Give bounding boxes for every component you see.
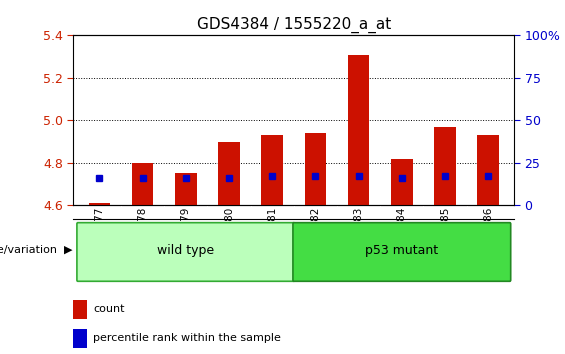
Text: percentile rank within the sample: percentile rank within the sample [93,333,281,343]
FancyBboxPatch shape [77,223,295,281]
Text: GSM671378: GSM671378 [138,206,147,270]
FancyBboxPatch shape [293,223,511,281]
Bar [73,329,86,348]
Bar [89,203,110,205]
Text: genotype/variation  ▶: genotype/variation ▶ [0,245,72,255]
Bar [305,133,326,205]
Text: GSM671385: GSM671385 [440,206,450,270]
Bar [175,173,197,205]
Text: GSM671379: GSM671379 [181,206,191,270]
Bar [391,159,412,205]
Bar [132,163,153,205]
Text: count: count [93,304,125,314]
Text: GSM671377: GSM671377 [94,206,105,270]
Bar [218,142,240,205]
Bar [348,55,370,205]
Text: GSM671382: GSM671382 [310,206,320,270]
Title: GDS4384 / 1555220_a_at: GDS4384 / 1555220_a_at [197,16,391,33]
Text: GSM671381: GSM671381 [267,206,277,270]
Text: GSM671380: GSM671380 [224,206,234,270]
Text: wild type: wild type [157,244,214,257]
Bar [477,135,499,205]
Text: p53 mutant: p53 mutant [365,244,438,257]
Text: GSM671384: GSM671384 [397,206,407,270]
Bar [434,127,456,205]
Bar [73,300,86,319]
Bar [262,135,283,205]
Text: GSM671383: GSM671383 [354,206,364,270]
Text: GSM671386: GSM671386 [483,206,493,270]
